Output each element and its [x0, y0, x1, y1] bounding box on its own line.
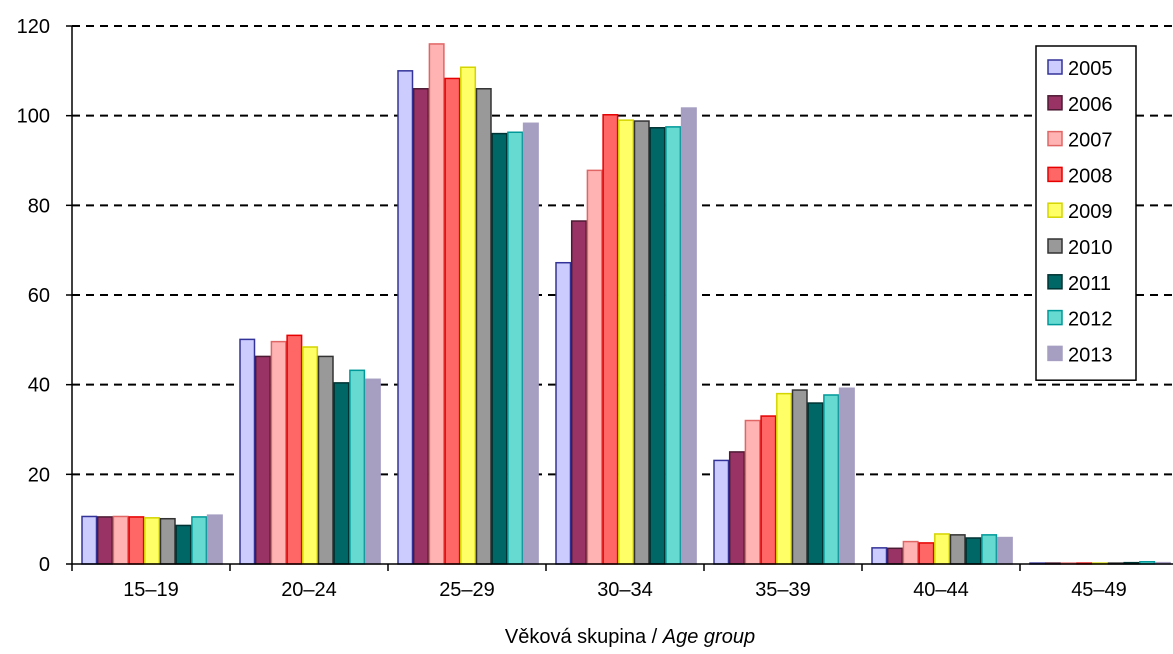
bar-2012-40–44 — [981, 534, 998, 565]
legend-swatch-2010 — [1047, 238, 1063, 254]
bar-2009-35–39 — [776, 392, 793, 565]
bars — [81, 43, 1171, 565]
legend-swatch-2011 — [1047, 274, 1063, 290]
bar-2012-25–29 — [507, 131, 524, 565]
bar-2006-20–24 — [254, 355, 271, 565]
y-tick-label: 0 — [39, 554, 50, 576]
legend-label-2011: 2011 — [1068, 273, 1111, 295]
bar-2011-30–34 — [649, 127, 666, 565]
bar-2006-40–44 — [886, 547, 903, 565]
bar-2010-30–34 — [633, 120, 650, 565]
bar-2012-20–24 — [349, 369, 366, 565]
bar-2011-25–29 — [491, 132, 508, 565]
bar-2007-20–24 — [270, 340, 287, 565]
x-axis-title-text: Věková skupina / — [505, 626, 663, 648]
legend-label-2006: 2006 — [1068, 94, 1113, 116]
legend-label-2008: 2008 — [1068, 165, 1113, 187]
bar-2009-15–19 — [144, 517, 161, 565]
x-tick-label: 20–24 — [281, 579, 337, 601]
x-tick-label: 45–49 — [1071, 579, 1127, 601]
x-tick-label: 40–44 — [913, 579, 969, 601]
x-axis-title: Věková skupina / Age group — [505, 626, 755, 648]
bar-2012-30–34 — [665, 126, 682, 565]
bar-2005-25–29 — [397, 70, 414, 565]
bar-2009-40–44 — [934, 533, 951, 565]
bar-2007-40–44 — [902, 540, 919, 565]
bar-2005-20–24 — [239, 338, 256, 565]
bar-2005-40–44 — [871, 547, 888, 565]
x-axis-title-italic: Age group — [662, 626, 755, 648]
axes: 0 20 40 60 80 100 120 15–19 20–24 25–29 30–34 35–39… — [17, 16, 1173, 601]
bar-2009-30–34 — [618, 119, 635, 565]
legend-label-2012: 2012 — [1068, 309, 1113, 331]
bar-2007-35–39 — [744, 419, 761, 565]
bar-2008-35–39 — [760, 415, 777, 565]
legend-swatch-2005 — [1047, 59, 1063, 75]
bar-2006-35–39 — [728, 451, 745, 565]
bar-2006-30–34 — [570, 220, 587, 565]
y-tick-label: 100 — [17, 106, 50, 128]
y-tick-label: 60 — [28, 285, 50, 307]
bar-2010-15–19 — [159, 517, 176, 565]
bar-2006-25–29 — [412, 88, 429, 565]
bar-2008-25–29 — [444, 77, 461, 565]
legend-swatch-2013 — [1047, 345, 1063, 362]
bar-2008-30–34 — [602, 114, 619, 565]
bar-2013-30–34 — [680, 107, 697, 565]
bar-2005-15–19 — [81, 515, 98, 565]
bar-2007-25–29 — [428, 43, 445, 565]
bar-2011-20–24 — [333, 382, 350, 565]
x-tick-label: 15–19 — [123, 579, 179, 601]
bar-2013-35–39 — [838, 387, 855, 565]
bar-2012-15–19 — [191, 516, 208, 565]
bar-2008-15–19 — [128, 516, 145, 565]
legend-label-2005: 2005 — [1068, 58, 1113, 80]
bar-2010-40–44 — [949, 534, 966, 565]
bar-2008-40–44 — [918, 542, 935, 565]
bar-2008-20–24 — [286, 334, 303, 565]
legend-label-2009: 2009 — [1068, 201, 1113, 223]
legend-swatch-2007 — [1047, 130, 1063, 147]
bar-2005-35–39 — [713, 459, 730, 565]
bar-2011-40–44 — [965, 537, 982, 565]
y-tick-label: 120 — [17, 16, 50, 38]
legend-label-2010: 2010 — [1068, 237, 1113, 259]
legend-swatch-2009 — [1047, 202, 1063, 218]
bar-2006-15–19 — [96, 516, 113, 565]
bar-2007-30–34 — [586, 169, 603, 565]
legend-swatch-2008 — [1047, 166, 1063, 183]
legend-label-2013: 2013 — [1068, 344, 1113, 366]
legend-swatch-2012 — [1047, 309, 1063, 326]
y-tick-label: 80 — [28, 195, 50, 217]
bar-2013-20–24 — [364, 378, 381, 565]
bar-2013-25–29 — [522, 122, 539, 565]
x-tick-label: 25–29 — [439, 579, 495, 601]
bar-2011-35–39 — [807, 402, 824, 565]
bar-2013-15–19 — [206, 514, 223, 565]
legend-label-2007: 2007 — [1068, 130, 1113, 152]
bar-2012-35–39 — [823, 394, 840, 565]
bar-2010-20–24 — [317, 355, 334, 565]
x-tick-label: 30–34 — [597, 579, 653, 601]
y-tick-label: 40 — [28, 375, 50, 397]
bar-2010-35–39 — [791, 389, 808, 565]
legend: 2005 2006 2007 2008 2009 2010 2011 2012 2013 — [1035, 45, 1137, 381]
y-tick-label: 20 — [28, 464, 50, 486]
bar-2011-15–19 — [175, 524, 192, 565]
bar-2009-20–24 — [302, 346, 319, 565]
bar-2010-25–29 — [475, 88, 492, 565]
bar-2013-40–44 — [996, 536, 1013, 565]
legend-swatch-2006 — [1047, 95, 1063, 111]
bar-2007-15–19 — [112, 515, 129, 565]
bar-2009-25–29 — [460, 66, 477, 565]
x-tick-label: 35–39 — [755, 579, 811, 601]
bar-2005-30–34 — [555, 261, 572, 565]
